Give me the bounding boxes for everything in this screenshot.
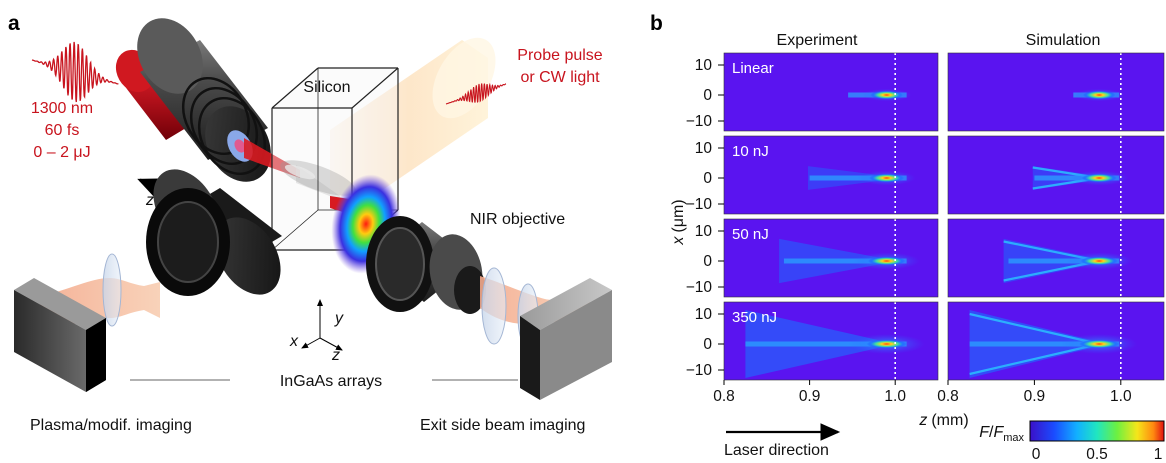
fluence-map-simulation-1	[947, 52, 1165, 132]
y-axis-unit: (μm)	[670, 199, 687, 232]
probe-pulse-waveform	[445, 82, 507, 105]
right-camera-label: Exit side beam imaging	[420, 417, 585, 434]
y-tick-label: 10	[695, 306, 713, 323]
panel-letter-a: a	[8, 12, 20, 35]
laser-parameters: 1300 nm 60 fs 0 – 2 μJ	[31, 100, 93, 161]
column-title-simulation: Simulation	[1026, 32, 1101, 49]
fluence-map-simulation-2	[947, 135, 1165, 215]
colorbar-tick-label: 0.5	[1086, 446, 1108, 463]
right-camera	[520, 278, 612, 400]
y-tick-label: 0	[703, 87, 712, 104]
y-tick-label: −10	[686, 362, 713, 379]
left-imaging-objective	[146, 169, 282, 296]
y-tick-label: 0	[703, 336, 712, 353]
probe-label-line1: Probe pulse	[517, 47, 602, 64]
x-tick-label: 0.8	[713, 388, 735, 405]
row-label: 50 nJ	[732, 226, 769, 243]
x-tick-label: 1.0	[884, 388, 906, 405]
colorbar-numerator: F	[979, 424, 990, 441]
colorbar-tick-label: 1	[1154, 446, 1163, 463]
coordinate-axes: y x z	[289, 299, 344, 364]
x-tick-label: 0.8	[937, 388, 959, 405]
x-axis-variable: z	[918, 412, 927, 429]
focusing-objective	[137, 18, 271, 182]
y-axis-title: x (μm)	[670, 199, 687, 245]
colorbar: F/Fmax 0 0.5 1	[979, 420, 1165, 463]
silicon-label: Silicon	[303, 79, 350, 96]
colorbar-ticks: 0 0.5 1	[1032, 446, 1163, 463]
laser-duration: 60 fs	[45, 122, 80, 139]
colorbar-subscript: max	[1003, 432, 1024, 444]
x-tick-label: 0.9	[799, 388, 821, 405]
y-tick-label: 10	[695, 57, 713, 74]
axis-z-label: z	[331, 347, 340, 364]
laser-pulse-waveform	[31, 41, 119, 103]
y-tick-label: 0	[703, 253, 712, 270]
panel-a-setup-schematic: a 1300 nm 60 fs 0 – 2 μJ Probe pulse or …	[8, 12, 612, 434]
x-tick-labels: 0.8 0.9 1.0 0.8 0.9 1.0	[713, 380, 1132, 405]
fluence-map-grid: Linear 10 0 −10 10 nJ 10 0 −10 50 nJ 10 0 −10 350 nJ…	[686, 52, 1165, 381]
x-axis-title: z (mm)	[918, 412, 968, 429]
fluence-map-experiment-4: 350 nJ	[723, 301, 939, 381]
probe-label-line2: or CW light	[520, 69, 600, 86]
axis-y-label: y	[334, 310, 344, 327]
fluence-map-experiment-3: 50 nJ	[723, 218, 939, 298]
y-tick-label: −10	[686, 113, 713, 130]
nir-objective-label: NIR objective	[470, 211, 565, 228]
y-tick-label: 10	[695, 223, 713, 240]
colorbar-tick-label: 0	[1032, 446, 1041, 463]
colorbar-denominator: F	[993, 424, 1004, 441]
x-axis-unit: (mm)	[931, 412, 968, 429]
x-tick-label: 0.9	[1024, 388, 1046, 405]
fluence-map-experiment-2: 10 nJ	[723, 135, 939, 215]
y-tick-label: 0	[703, 170, 712, 187]
fluence-map-experiment-1: Linear	[723, 52, 939, 132]
laser-direction-label: Laser direction	[724, 442, 829, 459]
fluence-map-simulation-4	[947, 301, 1165, 381]
y-tick-label: −10	[686, 196, 713, 213]
column-title-experiment: Experiment	[777, 32, 858, 49]
panel-letter-b: b	[650, 12, 663, 35]
row-label: Linear	[732, 60, 774, 77]
left-camera-label: Plasma/modif. imaging	[30, 417, 192, 434]
left-camera	[14, 278, 106, 392]
laser-wavelength: 1300 nm	[31, 100, 93, 117]
colorbar-title: F/Fmax	[979, 424, 1024, 444]
fluence-map-simulation-3	[947, 218, 1165, 298]
y-axis-variable: x	[670, 236, 687, 246]
axis-x-label: x	[289, 333, 299, 350]
x-tick-label: 1.0	[1110, 388, 1132, 405]
row-label: 350 nJ	[732, 309, 777, 326]
nir-objective	[366, 216, 486, 314]
y-tick-label: 10	[695, 140, 713, 157]
laser-energy: 0 – 2 μJ	[33, 144, 90, 161]
z-stage-label: z	[145, 192, 154, 209]
row-label: 10 nJ	[732, 143, 769, 160]
y-tick-label: −10	[686, 279, 713, 296]
ingaas-arrays-label: InGaAs arrays	[280, 373, 382, 390]
colorbar-gradient	[1029, 420, 1165, 442]
